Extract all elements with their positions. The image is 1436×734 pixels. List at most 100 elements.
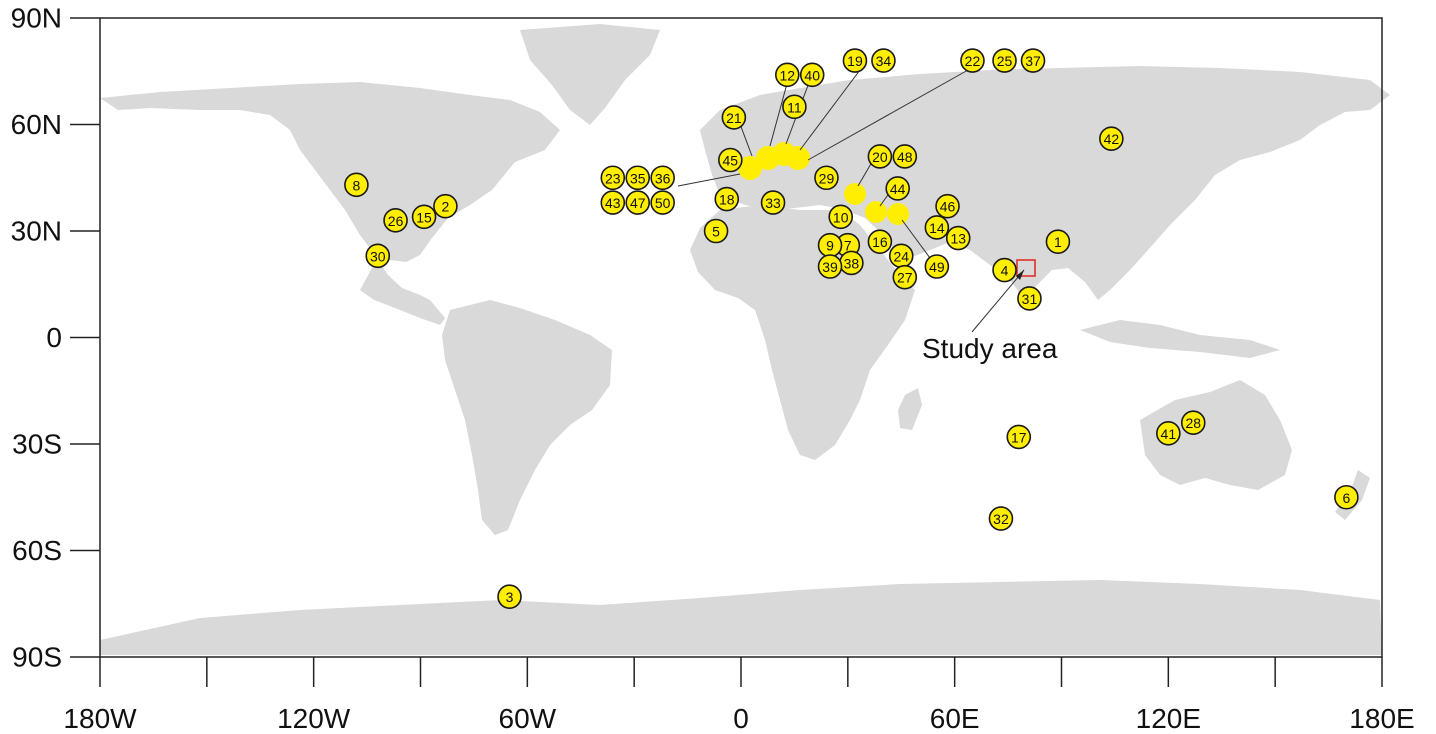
site-marker-8: 8 xyxy=(344,172,369,198)
site-marker-3: 3 xyxy=(497,584,522,609)
cluster-blob-1 xyxy=(738,156,762,180)
site-marker-26: 26 xyxy=(383,208,408,233)
site-label: 4 xyxy=(1001,263,1009,279)
site-circle xyxy=(365,243,391,269)
site-circle xyxy=(1099,126,1124,151)
map-frame: 180W 120W 60W 0 60E 120E 180E 90N 60N 30N 0 30S 60S 9… xyxy=(11,3,1415,734)
study-area-arrowhead xyxy=(1016,270,1024,280)
site-circle xyxy=(988,506,1014,531)
site-circle xyxy=(625,190,651,215)
site-circle xyxy=(842,48,868,73)
site-markers: 1234567891011121314151617181920212223242… xyxy=(344,48,1359,609)
x-tick-label: 60E xyxy=(930,703,980,734)
y-tick-label: 90N xyxy=(11,3,62,34)
site-circle xyxy=(867,229,893,254)
site-circle xyxy=(718,147,743,173)
site-marker-28: 28 xyxy=(1180,410,1206,436)
site-circle xyxy=(1020,48,1046,73)
land-greenland xyxy=(520,24,660,125)
site-circle xyxy=(600,165,626,191)
site-circle xyxy=(960,48,985,73)
site-marker-5: 5 xyxy=(703,218,729,244)
site-label: 39 xyxy=(822,259,838,275)
leader-12 xyxy=(769,79,789,147)
site-circle xyxy=(935,193,960,219)
site-circle xyxy=(871,48,896,73)
x-tick-label: 120W xyxy=(277,703,351,734)
site-marker-33: 33 xyxy=(760,190,786,215)
site-circle xyxy=(497,584,522,609)
site-label: 38 xyxy=(844,255,860,271)
x-tick-label: 180W xyxy=(63,703,137,734)
y-tick-label: 30S xyxy=(12,429,62,460)
site-label: 30 xyxy=(370,248,386,264)
site-circle xyxy=(721,105,747,130)
site-marker-45: 45 xyxy=(718,147,743,173)
site-label: 12 xyxy=(780,67,796,83)
site-marker-27: 27 xyxy=(892,264,918,290)
site-label: 11 xyxy=(787,99,802,115)
site-circle xyxy=(817,254,843,279)
site-label: 17 xyxy=(1011,429,1027,445)
study-area-box xyxy=(1016,259,1036,277)
y-tick-label: 0 xyxy=(46,322,62,353)
site-marker-40: 40 xyxy=(799,62,825,88)
site-marker-34: 34 xyxy=(871,48,896,73)
site-label: 43 xyxy=(605,195,621,211)
site-marker-2: 2 xyxy=(433,193,458,219)
site-circle xyxy=(892,144,918,169)
cluster-blob-7 xyxy=(887,203,909,225)
site-circle xyxy=(760,190,786,215)
site-circle xyxy=(600,190,626,215)
y-tick-label: 60S xyxy=(12,535,62,566)
site-circle xyxy=(828,204,854,230)
leader-49 xyxy=(901,219,931,259)
site-circle xyxy=(924,215,950,240)
site-label: 44 xyxy=(890,181,906,197)
study-area-label: Study area xyxy=(922,333,1058,364)
leader-22 xyxy=(807,69,969,161)
site-label: 13 xyxy=(950,231,966,247)
cluster-blob-5 xyxy=(844,183,866,205)
land-eurasia xyxy=(700,66,1390,300)
site-circle xyxy=(411,204,437,230)
site-marker-46: 46 xyxy=(935,193,960,219)
site-marker-31: 31 xyxy=(1017,286,1042,311)
site-label: 27 xyxy=(897,270,913,286)
site-label: 33 xyxy=(765,195,781,211)
site-marker-36: 36 xyxy=(650,165,675,191)
site-circle xyxy=(892,264,918,290)
site-marker-41: 41 xyxy=(1156,421,1181,446)
site-circle xyxy=(650,165,675,191)
site-circle xyxy=(799,62,825,88)
site-label: 41 xyxy=(1161,426,1177,442)
site-marker-15: 15 xyxy=(411,204,437,230)
site-marker-29: 29 xyxy=(814,165,839,191)
x-tick-label: 180E xyxy=(1349,703,1414,734)
y-tick-label: 60N xyxy=(11,109,62,140)
site-marker-24: 24 xyxy=(888,243,914,269)
site-circle xyxy=(1180,410,1206,436)
site-marker-23: 23 xyxy=(600,165,626,191)
land-antarctica xyxy=(100,580,1382,655)
site-circle xyxy=(774,62,800,88)
site-label: 40 xyxy=(804,67,820,83)
site-label: 20 xyxy=(872,149,888,165)
site-marker-17: 17 xyxy=(1006,424,1032,450)
site-marker-37: 37 xyxy=(1020,48,1046,73)
site-label: 9 xyxy=(826,238,834,254)
site-marker-14: 14 xyxy=(924,215,950,240)
site-circle xyxy=(344,172,369,198)
site-marker-43: 43 xyxy=(600,190,626,215)
site-circle xyxy=(703,218,729,244)
land-australia xyxy=(1140,380,1292,490)
site-marker-47: 47 xyxy=(625,190,651,215)
y-tick-label: 30N xyxy=(11,216,62,247)
site-label: 29 xyxy=(819,170,835,186)
x-tick-label: 120E xyxy=(1136,703,1201,734)
site-marker-16: 16 xyxy=(867,229,893,254)
site-circle xyxy=(945,225,971,251)
site-marker-49: 49 xyxy=(924,254,950,279)
site-label: 42 xyxy=(1104,131,1120,147)
